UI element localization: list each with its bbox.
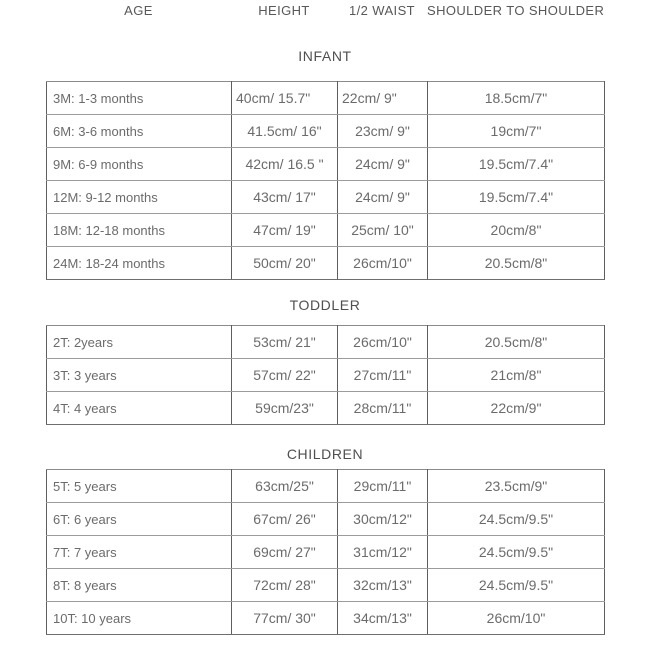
infant-size-table: 3M: 1-3 months 40cm/ 15.7" 22cm/ 9" 18.5… bbox=[46, 81, 605, 280]
table-row: 4T: 4 years 59cm/23" 28cm/11" 22cm/9" bbox=[46, 391, 605, 425]
shoulder-cell: 23.5cm/9" bbox=[427, 469, 605, 503]
column-header-height: HEIGHT bbox=[258, 3, 310, 18]
height-cell: 69cm/ 27" bbox=[231, 535, 338, 569]
shoulder-cell: 20.5cm/8" bbox=[427, 246, 605, 280]
age-cell: 3M: 1-3 months bbox=[46, 81, 232, 115]
table-row: 2T: 2years 53cm/ 21" 26cm/10" 20.5cm/8" bbox=[46, 325, 605, 359]
shoulder-cell: 22cm/9" bbox=[427, 391, 605, 425]
table-row: 3M: 1-3 months 40cm/ 15.7" 22cm/ 9" 18.5… bbox=[46, 81, 605, 115]
age-cell: 24M: 18-24 months bbox=[46, 246, 232, 280]
height-cell: 59cm/23" bbox=[231, 391, 338, 425]
shoulder-cell: 19.5cm/7.4" bbox=[427, 180, 605, 214]
table-row: 12M: 9-12 months 43cm/ 17" 24cm/ 9" 19.5… bbox=[46, 180, 605, 214]
section-title-children: CHILDREN bbox=[286, 446, 364, 462]
height-cell: 53cm/ 21" bbox=[231, 325, 338, 359]
table-row: 10T: 10 years 77cm/ 30" 34cm/13" 26cm/10… bbox=[46, 601, 605, 635]
shoulder-cell: 18.5cm/7" bbox=[427, 81, 605, 115]
shoulder-cell: 24.5cm/9.5" bbox=[427, 535, 605, 569]
age-cell: 18M: 12-18 months bbox=[46, 213, 232, 247]
table-row: 9M: 6-9 months 42cm/ 16.5 " 24cm/ 9" 19.… bbox=[46, 147, 605, 181]
age-cell: 9M: 6-9 months bbox=[46, 147, 232, 181]
half-waist-cell: 25cm/ 10" bbox=[337, 213, 428, 247]
half-waist-cell: 22cm/ 9" bbox=[337, 81, 428, 115]
table-row: 18M: 12-18 months 47cm/ 19" 25cm/ 10" 20… bbox=[46, 213, 605, 247]
age-cell: 3T: 3 years bbox=[46, 358, 232, 392]
age-cell: 4T: 4 years bbox=[46, 391, 232, 425]
age-cell: 6M: 3-6 months bbox=[46, 114, 232, 148]
age-cell: 12M: 9-12 months bbox=[46, 180, 232, 214]
age-cell: 6T: 6 years bbox=[46, 502, 232, 536]
height-cell: 42cm/ 16.5 " bbox=[231, 147, 338, 181]
half-waist-cell: 23cm/ 9" bbox=[337, 114, 428, 148]
table-row: 6T: 6 years 67cm/ 26" 30cm/12" 24.5cm/9.… bbox=[46, 502, 605, 536]
half-waist-cell: 30cm/12" bbox=[337, 502, 428, 536]
table-row: 6M: 3-6 months 41.5cm/ 16" 23cm/ 9" 19cm… bbox=[46, 114, 605, 148]
shoulder-cell: 24.5cm/9.5" bbox=[427, 502, 605, 536]
table-row: 3T: 3 years 57cm/ 22" 27cm/11" 21cm/8" bbox=[46, 358, 605, 392]
height-cell: 41.5cm/ 16" bbox=[231, 114, 338, 148]
shoulder-cell: 19.5cm/7.4" bbox=[427, 147, 605, 181]
half-waist-cell: 26cm/10" bbox=[337, 325, 428, 359]
height-cell: 43cm/ 17" bbox=[231, 180, 338, 214]
height-cell: 72cm/ 28" bbox=[231, 568, 338, 602]
shoulder-cell: 21cm/8" bbox=[427, 358, 605, 392]
table-row: 8T: 8 years 72cm/ 28" 32cm/13" 24.5cm/9.… bbox=[46, 568, 605, 602]
column-header-shoulder-to-shoulder: SHOULDER TO SHOULDER bbox=[427, 3, 605, 18]
half-waist-cell: 27cm/11" bbox=[337, 358, 428, 392]
age-cell: 7T: 7 years bbox=[46, 535, 232, 569]
half-waist-cell: 34cm/13" bbox=[337, 601, 428, 635]
half-waist-cell: 24cm/ 9" bbox=[337, 147, 428, 181]
table-row: 7T: 7 years 69cm/ 27" 31cm/12" 24.5cm/9.… bbox=[46, 535, 605, 569]
half-waist-cell: 32cm/13" bbox=[337, 568, 428, 602]
toddler-size-table: 2T: 2years 53cm/ 21" 26cm/10" 20.5cm/8" … bbox=[46, 325, 605, 425]
height-cell: 40cm/ 15.7" bbox=[231, 81, 338, 115]
shoulder-cell: 26cm/10" bbox=[427, 601, 605, 635]
height-cell: 50cm/ 20" bbox=[231, 246, 338, 280]
column-header-age: AGE bbox=[124, 3, 153, 18]
shoulder-cell: 20cm/8" bbox=[427, 213, 605, 247]
height-cell: 77cm/ 30" bbox=[231, 601, 338, 635]
age-cell: 8T: 8 years bbox=[46, 568, 232, 602]
height-cell: 63cm/25" bbox=[231, 469, 338, 503]
age-cell: 5T: 5 years bbox=[46, 469, 232, 503]
section-title-toddler: TODDLER bbox=[289, 297, 361, 313]
half-waist-cell: 29cm/11" bbox=[337, 469, 428, 503]
children-size-table: 5T: 5 years 63cm/25" 29cm/11" 23.5cm/9" … bbox=[46, 469, 605, 635]
table-row: 24M: 18-24 months 50cm/ 20" 26cm/10" 20.… bbox=[46, 246, 605, 280]
height-cell: 57cm/ 22" bbox=[231, 358, 338, 392]
age-cell: 10T: 10 years bbox=[46, 601, 232, 635]
height-cell: 47cm/ 19" bbox=[231, 213, 338, 247]
height-cell: 67cm/ 26" bbox=[231, 502, 338, 536]
table-row: 5T: 5 years 63cm/25" 29cm/11" 23.5cm/9" bbox=[46, 469, 605, 503]
shoulder-cell: 24.5cm/9.5" bbox=[427, 568, 605, 602]
section-title-infant: INFANT bbox=[298, 48, 352, 64]
column-headers: AGE HEIGHT 1/2 WAIST SHOULDER TO SHOULDE… bbox=[0, 0, 650, 19]
shoulder-cell: 19cm/7" bbox=[427, 114, 605, 148]
half-waist-cell: 24cm/ 9" bbox=[337, 180, 428, 214]
age-cell: 2T: 2years bbox=[46, 325, 232, 359]
half-waist-cell: 28cm/11" bbox=[337, 391, 428, 425]
shoulder-cell: 20.5cm/8" bbox=[427, 325, 605, 359]
half-waist-cell: 26cm/10" bbox=[337, 246, 428, 280]
half-waist-cell: 31cm/12" bbox=[337, 535, 428, 569]
column-header-half-waist: 1/2 WAIST bbox=[349, 3, 415, 18]
